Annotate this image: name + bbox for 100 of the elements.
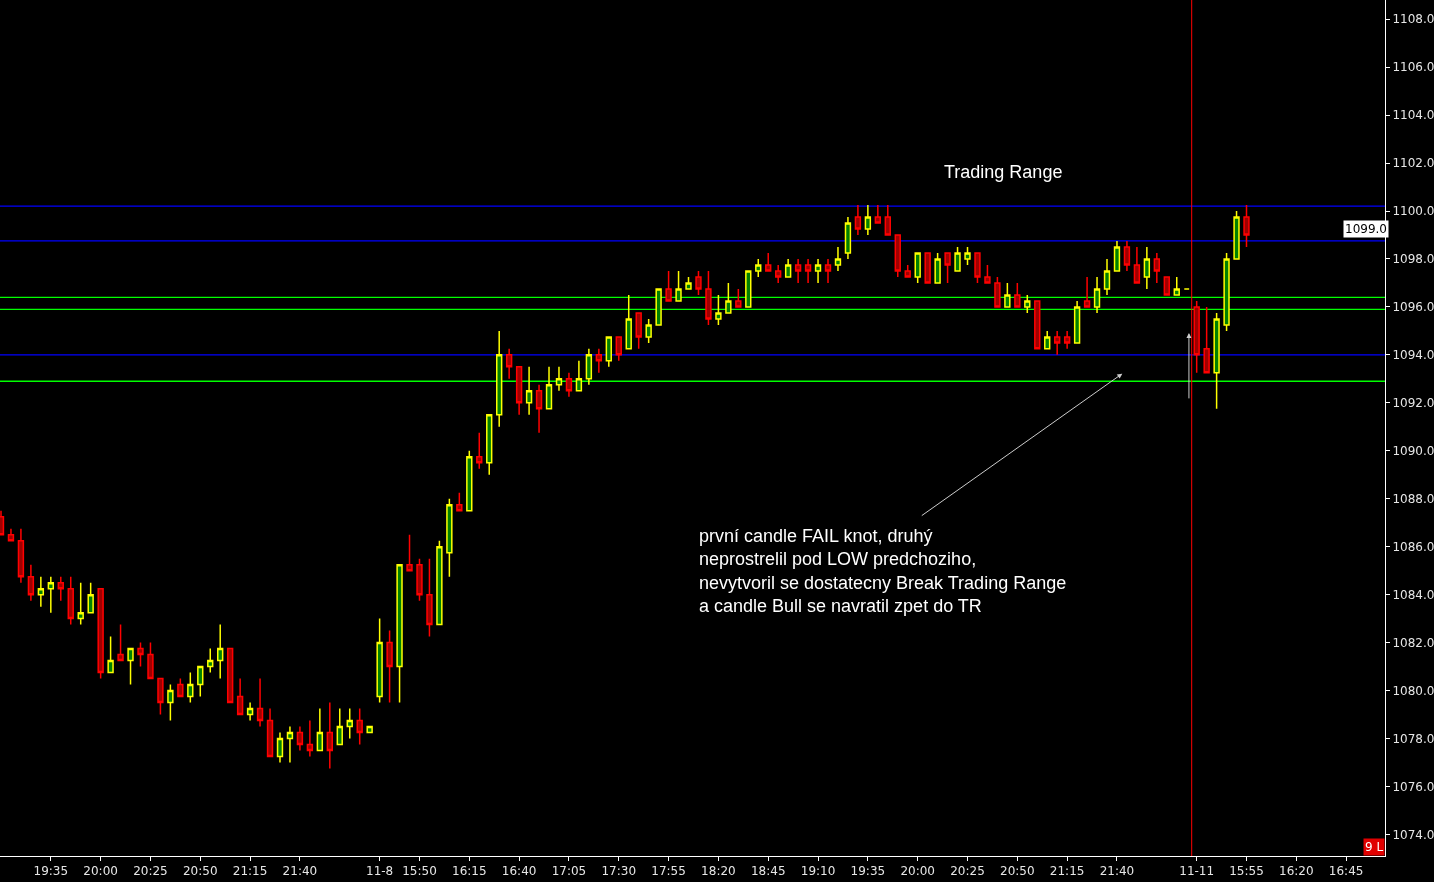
x-tick-label: 15:50	[402, 864, 437, 879]
x-tick-label: 16:45	[1328, 864, 1364, 879]
candlestick	[715, 294, 722, 326]
candlestick	[226, 647, 234, 704]
candlestick	[426, 557, 433, 638]
candlestick	[625, 294, 632, 350]
candlestick	[466, 450, 473, 512]
y-tick-label: 1106.0	[1392, 60, 1434, 75]
candlestick	[1034, 300, 1041, 350]
candlestick	[346, 707, 353, 740]
candlestick	[266, 707, 274, 758]
x-tick-label: 11-8	[366, 864, 394, 879]
candlestick	[47, 575, 55, 614]
candlestick	[695, 270, 702, 296]
candlestick	[655, 288, 662, 326]
candlestick	[486, 414, 493, 476]
candlestick	[645, 318, 652, 344]
candlestick	[167, 683, 174, 722]
y-tick-label: 1102.0	[1392, 156, 1434, 171]
y-tick-label: 1088.0	[1392, 491, 1434, 506]
candlestick	[1153, 252, 1161, 284]
x-tick-label: 18:20	[701, 864, 736, 879]
candlestick	[924, 252, 931, 284]
candlestick	[545, 366, 553, 410]
candlestick	[804, 258, 812, 284]
x-tick-label: 21:40	[282, 864, 318, 879]
y-tick-label: 1076.0	[1392, 779, 1434, 794]
candlestick	[217, 623, 224, 680]
candlestick	[725, 282, 732, 314]
candlestick	[844, 216, 852, 260]
candlestick	[236, 677, 244, 716]
candlestick	[276, 731, 284, 764]
candlestick	[894, 234, 901, 278]
candlestick	[336, 707, 343, 746]
annotation: první candle FAIL knot, druhý neprostrelil pod LOW predchoziho, nevytvoril se dostatecny Break Trading Range a candle Bull se navratil zpet do TR	[699, 526, 1067, 617]
x-tick-label: 16:40	[501, 864, 537, 879]
candlestick	[1004, 282, 1011, 308]
candlestick	[824, 258, 832, 284]
x-tick-label: 20:00	[83, 864, 118, 879]
candlestick	[735, 288, 742, 308]
candlestick	[306, 719, 314, 758]
candlestick	[406, 533, 413, 572]
x-tick-label: 21:15	[232, 864, 268, 879]
candlestick	[7, 527, 15, 542]
candlestick	[874, 204, 882, 224]
candlestick	[515, 366, 523, 416]
x-tick-label: 17:30	[601, 864, 637, 879]
candlestick	[326, 701, 333, 770]
candlestick	[1103, 258, 1111, 296]
candlestick	[1053, 330, 1061, 356]
candlestick	[984, 264, 991, 284]
candlestick	[246, 701, 254, 722]
candlestick	[944, 252, 951, 284]
y-tick-label: 1108.0	[1392, 12, 1434, 27]
candlestick	[615, 336, 622, 362]
x-tick-label: 20:25	[950, 864, 985, 879]
candlestick	[107, 635, 114, 674]
candlestick	[386, 629, 393, 704]
candlestick	[1173, 276, 1180, 296]
candlestick	[207, 647, 214, 674]
candlestick	[286, 725, 294, 764]
x-tick-label: 20:50	[182, 864, 218, 879]
x-tick-label: 17:05	[551, 864, 587, 879]
candlestick	[934, 252, 941, 284]
candlestick	[1233, 210, 1240, 260]
candlestick	[755, 258, 762, 278]
candlestick	[157, 677, 164, 716]
candlestick	[705, 270, 712, 326]
candlestick	[1024, 294, 1031, 314]
candlestick	[87, 581, 94, 614]
candlestick	[27, 563, 35, 602]
x-tick-label: 19:10	[800, 864, 836, 879]
candlestick	[505, 348, 513, 380]
candlestick	[496, 330, 503, 428]
candlestick	[635, 312, 642, 350]
candlestick	[864, 204, 872, 236]
candlestick	[197, 665, 204, 698]
x-tick-label: 20:00	[900, 864, 935, 879]
x-tick-label: 20:25	[133, 864, 168, 879]
candlestick	[675, 270, 682, 302]
candlestick	[1203, 306, 1210, 374]
y-tick-label: 1100.0	[1392, 204, 1434, 219]
candlestick	[1063, 330, 1071, 350]
candlestick	[665, 270, 672, 302]
y-tick-label: 1096.0	[1392, 300, 1434, 315]
candlestick	[137, 641, 144, 668]
y-tick-label: 1078.0	[1392, 731, 1434, 746]
candlestick	[187, 671, 194, 704]
candlestick	[745, 270, 752, 308]
x-tick-label: 19:35	[33, 864, 69, 879]
candlestick	[1133, 246, 1141, 284]
candlestick	[834, 246, 842, 272]
candlestick	[525, 366, 533, 416]
candlestick	[994, 276, 1001, 308]
y-tick-label: 1084.0	[1392, 587, 1434, 602]
candlestick	[685, 276, 692, 290]
candlestick	[775, 264, 782, 284]
candlestick	[914, 252, 921, 284]
candlestick	[256, 677, 264, 728]
candlestick	[446, 497, 453, 578]
